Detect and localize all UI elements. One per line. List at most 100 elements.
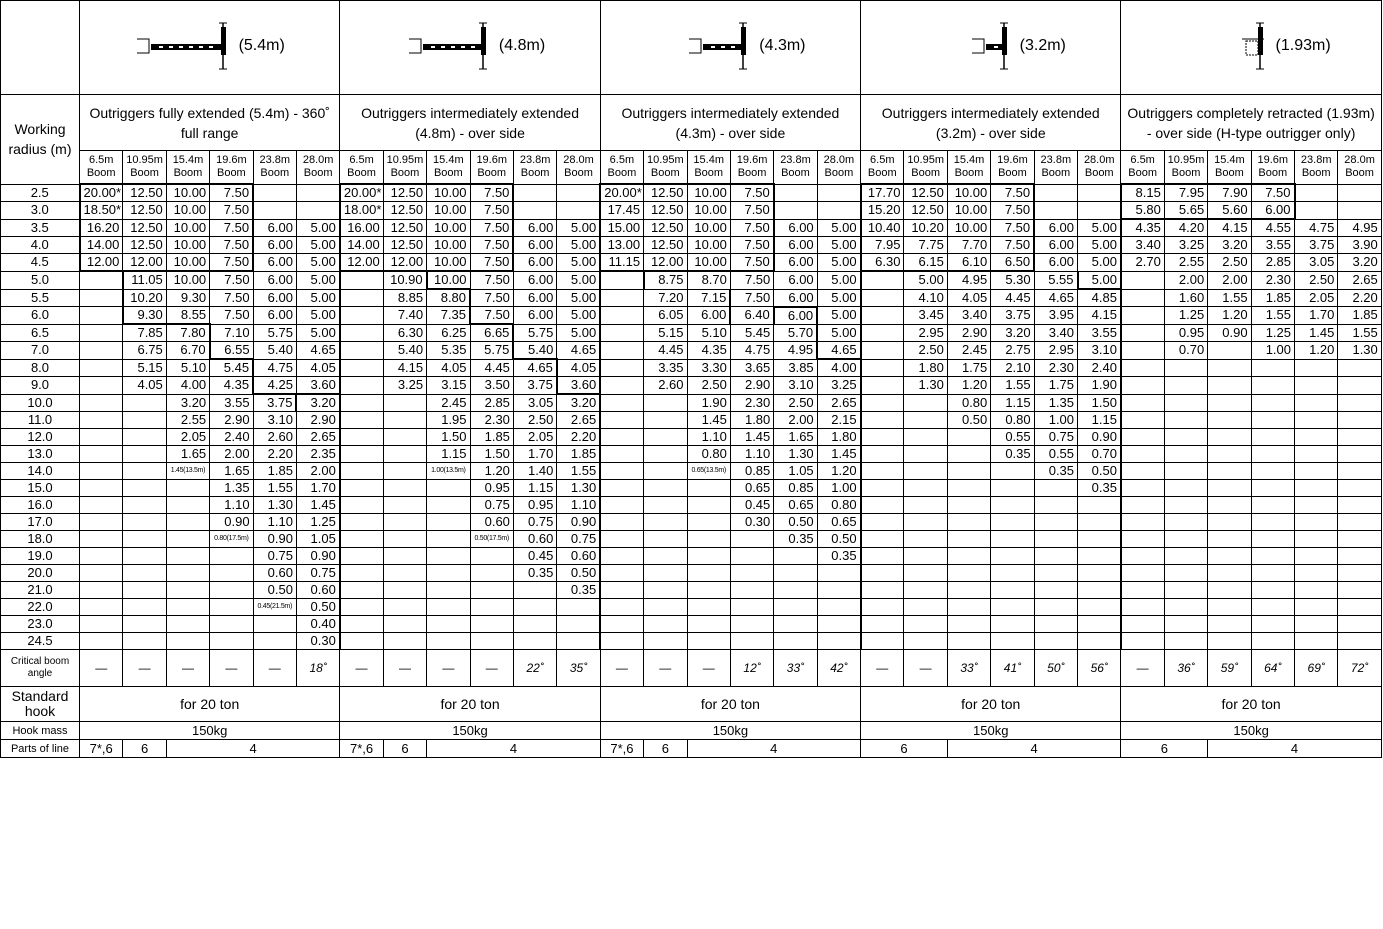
- capacity-cell: [1207, 581, 1252, 599]
- capacity-cell: [1337, 581, 1382, 599]
- capacity-cell: [469, 547, 514, 565]
- capacity-cell: [859, 306, 905, 325]
- capacity-cell: 5.00: [295, 323, 341, 342]
- capacity-row: 13.0 1.65 2.00 2.20 2.35 1.15 1.50 1.70 1.85 0.80…: [0, 445, 1382, 463]
- capacity-cell: 12.50: [382, 201, 428, 220]
- capacity-cell: [1119, 341, 1165, 360]
- capacity-cell: 6.00: [512, 236, 558, 254]
- capacity-cell: 2.15: [816, 411, 862, 429]
- working-radius-value: 5.0: [0, 270, 80, 290]
- capacity-cell: [512, 201, 558, 220]
- capacity-cell: [338, 341, 384, 360]
- capacity-cell: 3.25: [816, 376, 862, 395]
- capacity-cell: 5.00: [295, 218, 341, 237]
- capacity-cell: [382, 530, 428, 548]
- capacity-cell: [122, 428, 167, 446]
- capacity-cell: 2.00: [1207, 270, 1252, 290]
- boom-length-header: 19.6m Boom: [209, 150, 254, 185]
- capacity-cell: [338, 428, 384, 446]
- capacity-cell: 5.10: [686, 323, 731, 342]
- capacity-cell: [686, 581, 731, 599]
- critical-angle-row: Critical boom angle — — — — —18˚ — — — —22˚ 35˚ — — —…: [0, 649, 1382, 687]
- parts-of-line-value: 7*,6: [78, 739, 124, 758]
- capacity-cell: 3.55: [209, 393, 254, 412]
- capacity-cell: 4.25: [252, 376, 297, 395]
- capacity-cell: [1337, 479, 1382, 497]
- capacity-cell: [859, 445, 905, 463]
- capacity-cell: [599, 615, 645, 633]
- capacity-cell: [1293, 513, 1339, 531]
- config-description-row: Working radius (m) Outriggers fully exten…: [0, 94, 1382, 185]
- capacity-cell: [599, 598, 645, 616]
- capacity-cell: 1.55: [1207, 288, 1252, 307]
- capacity-cell: 3.20: [990, 323, 1035, 342]
- capacity-cell: 0.45: [512, 547, 558, 565]
- critical-angle-value: —: [426, 649, 471, 687]
- capacity-cell: 7.10: [208, 323, 254, 342]
- capacity-cell: [1119, 376, 1165, 395]
- capacity-cell: [556, 201, 601, 220]
- capacity-cell: 2.70: [1119, 253, 1165, 272]
- capacity-cell: 2.05: [1293, 288, 1339, 307]
- capacity-cell: 4.75: [729, 341, 775, 360]
- capacity-cell: [1293, 358, 1339, 377]
- capacity-cell: 1.10: [686, 428, 731, 446]
- capacity-cell: 10.00: [686, 236, 731, 254]
- capacity-cell: [686, 632, 731, 650]
- capacity-cell: 2.55: [165, 411, 211, 429]
- capacity-cell: [78, 288, 124, 307]
- capacity-cell: [382, 598, 428, 616]
- capacity-cell: 3.75: [990, 306, 1035, 325]
- capacity-cell: 3.20: [295, 393, 341, 412]
- capacity-cell: 10.00: [165, 201, 211, 220]
- capacity-cell: 12.50: [903, 201, 948, 220]
- capacity-cell: [556, 615, 601, 633]
- capacity-cell: [859, 376, 905, 395]
- capacity-cell: 6.00: [252, 236, 297, 254]
- capacity-cell: [990, 479, 1035, 497]
- capacity-cell: [338, 547, 384, 565]
- capacity-cell: [165, 530, 211, 548]
- capacity-cell: 7.50: [209, 270, 254, 290]
- capacity-cell: [338, 411, 384, 429]
- capacity-cell: [1207, 479, 1252, 497]
- capacity-cell: [165, 632, 211, 650]
- capacity-cell: [1293, 496, 1339, 514]
- capacity-cell: [469, 632, 514, 650]
- working-radius-value: 4.0: [0, 236, 80, 254]
- capacity-cell: [122, 445, 167, 463]
- capacity-cell: [1250, 358, 1296, 377]
- capacity-cell: 1.65: [209, 462, 254, 480]
- capacity-cell: 0.85: [773, 479, 818, 497]
- capacity-cell: 2.05: [165, 428, 211, 446]
- capacity-cell: 10.20: [903, 218, 948, 237]
- capacity-cell: [859, 513, 905, 531]
- capacity-cell: [426, 530, 471, 548]
- critical-angle-value: 18˚: [295, 649, 341, 687]
- capacity-cell: [643, 479, 688, 497]
- capacity-cell: [1293, 598, 1339, 616]
- capacity-cell: 4.45: [643, 341, 688, 360]
- capacity-cell: [1077, 564, 1122, 582]
- capacity-cell: [1077, 615, 1122, 633]
- capacity-cell: [599, 547, 645, 565]
- capacity-cell: 0.50: [1077, 462, 1122, 480]
- capacity-cell: 6.00: [1033, 236, 1079, 254]
- capacity-cell: [599, 581, 645, 599]
- capacity-cell: [382, 445, 428, 463]
- capacity-row: 24.5 0.30: [0, 632, 1382, 650]
- capacity-cell: [1163, 428, 1209, 446]
- capacity-cell: 6.00: [512, 288, 558, 307]
- capacity-cell: 6.75: [122, 341, 167, 360]
- capacity-cell: 1.90: [1077, 376, 1122, 395]
- working-radius-value: 2.5: [0, 183, 80, 202]
- critical-angle-value: —: [122, 649, 167, 687]
- capacity-cell: [469, 615, 514, 633]
- capacity-cell: [1250, 615, 1296, 633]
- capacity-cell: 4.20: [1163, 218, 1209, 237]
- capacity-cell: [946, 462, 992, 480]
- capacity-cell: [1337, 411, 1382, 429]
- capacity-row: 15.0 1.35 1.55 1.70 0.95 1.15 1.30 0.65 0.85 1.00…: [0, 479, 1382, 497]
- working-radius-value: 21.0: [0, 581, 80, 599]
- capacity-cell: 0.90: [1077, 428, 1122, 446]
